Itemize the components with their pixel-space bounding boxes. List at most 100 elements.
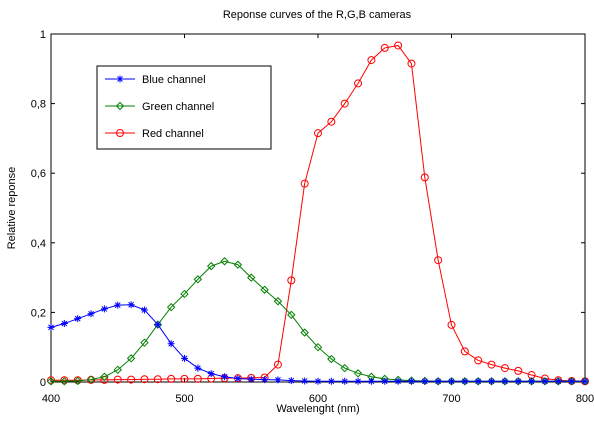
- legend-item: Green channel: [105, 101, 214, 113]
- data-point: [514, 377, 522, 385]
- legend-label: Blue channel: [142, 74, 206, 86]
- series-blue-channel: [47, 301, 589, 385]
- data-point: [100, 305, 108, 313]
- x-tick-label: 600: [309, 393, 327, 405]
- data-point: [207, 370, 215, 378]
- data-point: [327, 117, 336, 126]
- data-point: [167, 340, 175, 348]
- data-point: [501, 377, 509, 385]
- data-point: [100, 372, 109, 381]
- legend-label: Green channel: [142, 101, 214, 113]
- chart-title: Reponse curves of the R,G,B cameras: [223, 9, 412, 21]
- x-tick-label: 400: [42, 393, 60, 405]
- data-point: [180, 289, 189, 299]
- y-tick-label: 0: [40, 377, 46, 389]
- data-point: [260, 285, 269, 294]
- y-tick-label: 0,8: [31, 99, 46, 111]
- data-point: [541, 377, 549, 385]
- data-point: [261, 376, 269, 384]
- data-point: [73, 376, 82, 386]
- data-point: [287, 310, 296, 320]
- data-point: [273, 360, 282, 369]
- data-point: [287, 377, 295, 385]
- data-point: [460, 347, 469, 356]
- data-point: [140, 375, 149, 384]
- data-point: [113, 365, 122, 375]
- data-point: [46, 377, 56, 386]
- y-tick-label: 1: [40, 29, 46, 41]
- data-point: [247, 273, 256, 282]
- data-point: [220, 257, 229, 266]
- data-point: [394, 41, 403, 50]
- data-point: [528, 377, 536, 385]
- data-point: [273, 297, 283, 306]
- data-point: [327, 354, 336, 364]
- data-point: [233, 260, 243, 269]
- data-point: [127, 375, 136, 384]
- y-tick-label: 0,6: [31, 168, 46, 180]
- y-axis: 0 0,2 0,4 0,6 0,8 1: [31, 29, 585, 389]
- data-point: [47, 376, 55, 385]
- data-point: [448, 377, 455, 385]
- data-point: [340, 363, 349, 373]
- data-point: [60, 320, 68, 328]
- data-point: [300, 179, 309, 188]
- data-point: [154, 321, 162, 329]
- data-point: [340, 99, 349, 108]
- legend-label: Red channel: [142, 128, 204, 140]
- data-point: [300, 328, 309, 337]
- data-point: [127, 301, 135, 309]
- data-point: [194, 364, 202, 372]
- data-point: [474, 377, 482, 385]
- data-point: [327, 377, 335, 385]
- data-point: [514, 366, 523, 375]
- data-point: [394, 377, 402, 385]
- data-point: [500, 364, 509, 373]
- data-point: [314, 377, 322, 385]
- data-point: [554, 377, 562, 385]
- data-point: [181, 354, 188, 362]
- data-point: [193, 275, 203, 284]
- data-point: [568, 377, 576, 385]
- data-point: [86, 375, 96, 384]
- data-point: [341, 377, 349, 385]
- data-point: [274, 376, 282, 384]
- legend-marker: [116, 129, 124, 137]
- legend-marker: [115, 101, 125, 111]
- data-point: [353, 369, 363, 378]
- x-tick-label: 500: [175, 393, 193, 405]
- data-point: [153, 375, 162, 384]
- data-point: [354, 377, 362, 385]
- data-point: [140, 338, 149, 347]
- data-point: [367, 56, 376, 65]
- data-point: [114, 301, 122, 309]
- data-point: [488, 377, 496, 385]
- data-point: [87, 310, 95, 318]
- data-point: [313, 342, 323, 352]
- data-point: [126, 354, 136, 363]
- x-tick-label: 800: [576, 393, 594, 405]
- data-point: [380, 43, 389, 52]
- data-point: [381, 377, 389, 385]
- y-axis-title: Relative reponse: [6, 167, 18, 250]
- data-point: [221, 373, 229, 381]
- data-point: [206, 261, 216, 271]
- data-point: [234, 375, 242, 383]
- data-point: [474, 356, 483, 365]
- data-point: [47, 323, 55, 331]
- legend-item: Red channel: [105, 128, 204, 140]
- data-point: [314, 129, 322, 138]
- data-point: [140, 306, 148, 314]
- series-line: [51, 44, 586, 382]
- x-axis-title: Wavelenght (nm): [276, 403, 359, 415]
- series-layer: [46, 41, 590, 386]
- data-point: [287, 276, 296, 285]
- y-tick-label: 0,2: [31, 307, 46, 319]
- data-point: [434, 256, 443, 265]
- data-point: [74, 315, 82, 323]
- data-point: [447, 320, 456, 329]
- data-point: [420, 173, 429, 182]
- data-point: [301, 377, 309, 385]
- data-point: [60, 376, 69, 385]
- data-point: [166, 302, 176, 312]
